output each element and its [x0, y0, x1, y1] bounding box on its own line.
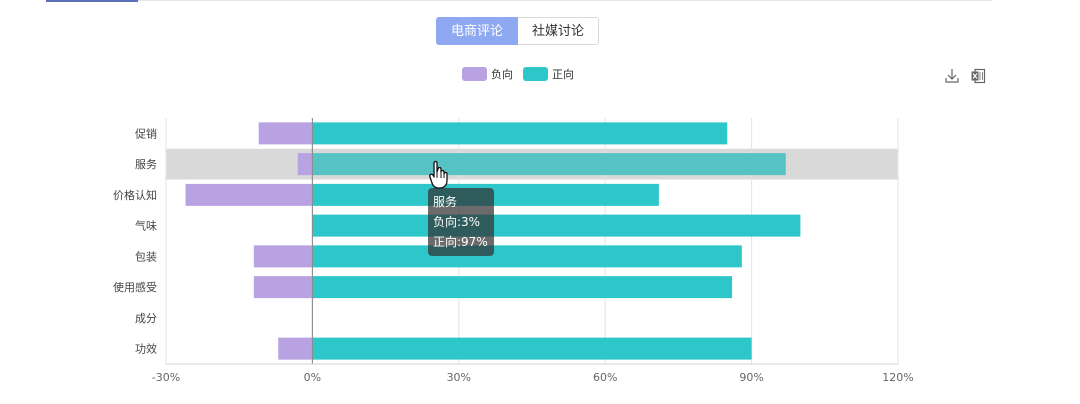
tooltip-title: 服务 [433, 195, 458, 209]
bar-positive [312, 276, 733, 299]
hand-cursor-icon [429, 160, 448, 189]
y-tick-label: 使用感受 [113, 281, 157, 294]
legend-label-positive: 正向 [552, 68, 574, 81]
x-tick-label: 60% [593, 371, 617, 384]
bar-negative [253, 276, 313, 299]
y-tick-label: 成分 [135, 312, 157, 325]
y-tick-label: 服务 [135, 158, 157, 171]
x-tick-label: 0% [304, 371, 321, 384]
legend-item-negative[interactable]: 负向 [462, 66, 513, 82]
tooltip-line-positive: 正向:97% [433, 235, 488, 249]
bar-negative [258, 122, 313, 145]
bar-negative [253, 245, 313, 268]
legend-swatch-positive [523, 67, 548, 81]
bar-negative [297, 153, 313, 176]
legend-item-positive[interactable]: 正向 [523, 66, 574, 82]
x-tick-label: 30% [447, 371, 471, 384]
tooltip-line-negative: 负向:3% [433, 215, 481, 229]
x-tick-label: -30% [152, 371, 180, 384]
x-tick-label: 120% [882, 371, 913, 384]
y-tick-label: 价格认知 [113, 188, 157, 202]
legend-swatch-negative [462, 67, 487, 81]
chart-tooltip: 服务 负向:3% 正向:97% [428, 188, 494, 256]
bar-positive [312, 214, 801, 237]
top-divider [46, 0, 992, 1]
bar-positive [312, 337, 752, 360]
bar-positive [312, 245, 742, 268]
tab-ecommerce-reviews[interactable]: 电商评论 [436, 17, 519, 45]
top-tab-indicator [46, 0, 138, 2]
y-tick-label: 气味 [135, 219, 157, 233]
x-tick-label: 90% [739, 371, 763, 384]
bar-positive [312, 153, 786, 176]
download-icon[interactable] [944, 68, 960, 84]
legend-label-negative: 负向 [491, 68, 513, 81]
excel-export-icon[interactable] [970, 68, 986, 84]
y-tick-label: 功效 [135, 342, 157, 356]
bar-negative [185, 183, 313, 206]
bar-positive [312, 122, 728, 145]
chart-legend: 负向 正向 [462, 66, 584, 82]
tab-social-media[interactable]: 社媒讨论 [518, 17, 600, 45]
source-tabs: 电商评论 社媒讨论 [436, 17, 600, 45]
y-tick-label: 促销 [135, 126, 157, 140]
y-tick-label: 包装 [135, 250, 157, 263]
bar-negative [278, 337, 313, 360]
